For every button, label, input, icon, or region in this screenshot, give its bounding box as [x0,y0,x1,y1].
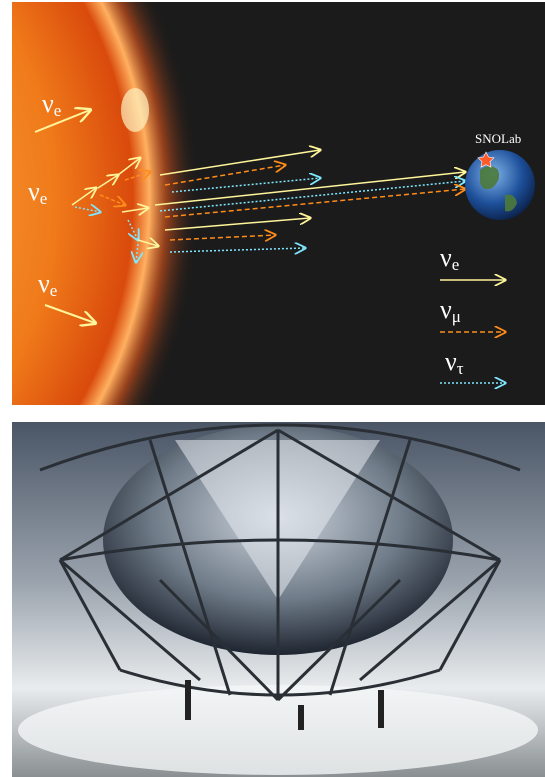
label-part: ν [445,347,457,376]
legend: νe νμ ντ [440,243,505,383]
shape [298,705,304,730]
shape [164,189,465,218]
detector-photo [12,422,545,777]
shape [378,690,384,728]
floor [18,685,538,775]
shape [44,304,95,323]
label-part: τ [457,359,464,378]
earth [465,150,535,220]
label-part: e [40,189,48,208]
shape [39,423,521,472]
shape [74,207,100,212]
shape [171,178,320,193]
shape [59,558,201,682]
label-part: ν [42,89,54,118]
label-part: ν [440,243,452,272]
shape [136,243,138,262]
destination-label: SNOLab [475,131,521,146]
label-part: e [50,281,58,300]
label-part: ν [38,269,50,298]
label-part: μ [452,307,461,326]
shape [34,110,90,133]
label-part: e [452,255,460,274]
legend-label: ντ [445,347,464,378]
shape [359,558,501,682]
shape [97,175,118,189]
sun [12,2,200,405]
shape [164,218,310,231]
shape [159,150,320,176]
sun-panel: SNOLab νe νe νe νe νμ ντ [12,2,545,405]
source-label: νe [38,269,57,300]
shape [117,158,140,176]
continents [480,166,517,212]
shape [121,208,148,212]
label-part: e [54,101,62,120]
label-part: ν [28,177,40,206]
source-label: νe [42,89,61,120]
legend-label: νμ [440,295,461,326]
shape [58,559,122,671]
shape [169,248,305,252]
label-part: ν [440,295,452,324]
shape [277,428,501,562]
shape [328,439,412,696]
flare [121,88,149,132]
shape [154,172,465,206]
snolab-star [477,151,495,168]
shape [71,188,96,206]
shape [185,680,191,720]
people [185,680,384,730]
shape [148,439,232,696]
shape [159,181,465,212]
shape [169,235,275,240]
neutrino-arrows [34,110,465,323]
shape [124,172,150,180]
legend-label: νe [440,243,459,274]
shape [59,428,279,562]
geodesic-frame [39,423,521,702]
shape [164,165,285,186]
source-label: νe [28,177,47,208]
shape [137,240,158,246]
shape [276,578,402,702]
shape [438,559,502,671]
shape [99,194,125,205]
shape [158,578,280,702]
